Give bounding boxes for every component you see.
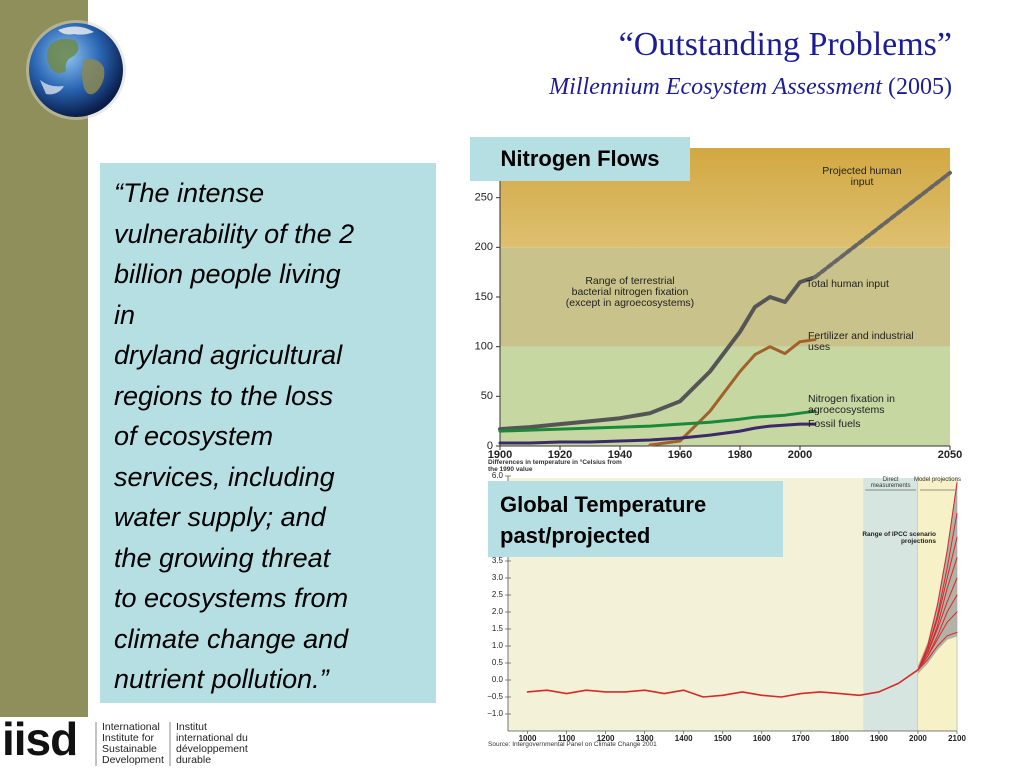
x-tick-label: 1500 xyxy=(714,734,732,743)
y-tick-label: 1.5 xyxy=(492,624,504,633)
projection-range xyxy=(917,478,957,674)
x-tick-label: 2000 xyxy=(909,734,927,743)
subtitle-source: Millennium Ecosystem Assessment xyxy=(549,74,883,100)
quote-line: services, including xyxy=(114,461,335,492)
x-tick-label: 1900 xyxy=(488,449,512,461)
logo-line: international du xyxy=(176,732,248,744)
logo-french: Institut international du développement dur… xyxy=(176,722,248,766)
y-axis-label: Differences in temperature in °Celsius f… xyxy=(488,459,622,473)
x-tick-label: 1900 xyxy=(870,734,888,743)
quote-line: the growing threat xyxy=(114,542,331,573)
series-line xyxy=(498,409,817,433)
band-label: Range of terrestrial bacterial nitrogen … xyxy=(565,275,695,309)
series-line xyxy=(813,170,952,280)
y-tick-label: 150 xyxy=(475,291,493,303)
period-label: Direct measurements xyxy=(870,477,911,489)
x-tick-label: 1940 xyxy=(608,449,632,461)
x-tick-label: 1960 xyxy=(668,449,692,461)
slide-subtitle: Millennium Ecosystem Assessment (2005) xyxy=(549,74,952,101)
logo-line: International xyxy=(102,721,160,733)
period-band xyxy=(863,478,918,731)
series-label: Nitrogen fixation in agroecosystems xyxy=(808,393,895,416)
logo-line: développement xyxy=(176,743,248,755)
quote-box: “The intense vulnerability of the 2 billio… xyxy=(100,163,436,703)
y-tick-label: 0.5 xyxy=(492,658,504,667)
y-tick-label: 0 xyxy=(487,440,493,452)
series-line xyxy=(498,275,817,432)
band xyxy=(500,247,950,347)
series-label: Projected human input xyxy=(822,165,902,188)
y-tick-label: 2.5 xyxy=(492,590,504,599)
series-line xyxy=(917,577,958,671)
slide-title: “Outstanding Problems” xyxy=(618,26,952,63)
quote-line: of ecosystem xyxy=(114,421,274,451)
y-tick-label: 6.0 xyxy=(492,471,504,480)
logo-mark: iisd xyxy=(2,713,78,765)
y-tick-label: 2.0 xyxy=(492,607,504,616)
y-tick-label: 3.5 xyxy=(492,556,504,565)
x-tick-label: 1980 xyxy=(728,449,752,461)
logo-dividers xyxy=(95,722,171,766)
x-tick-label: 2000 xyxy=(788,449,812,461)
chart-source: Source: Intergovernmental Panel on Clima… xyxy=(488,741,657,748)
y-tick-label: 0.0 xyxy=(492,675,504,684)
logo-line: Development xyxy=(102,754,164,766)
quote-line: nutrient pollution.” xyxy=(114,664,329,694)
logo-line: durable xyxy=(176,754,212,766)
y-tick-label: −1.0 xyxy=(487,709,503,718)
y-tick-label: 100 xyxy=(475,341,493,353)
x-tick-label: 1400 xyxy=(675,734,693,743)
quote-line: in xyxy=(114,299,136,330)
x-tick-label: 1600 xyxy=(753,734,771,743)
x-tick-label: 2050 xyxy=(938,449,962,461)
quote-line: vulnerability of the 2 xyxy=(114,218,355,249)
quote-line: regions to the loss xyxy=(114,380,334,411)
logo-english: International Institute for Sustainable Dev… xyxy=(102,722,164,766)
x-tick-label: 1000 xyxy=(519,734,537,743)
y-tick-label: 1.0 xyxy=(492,641,504,650)
x-tick-label: 1800 xyxy=(831,734,849,743)
quote-line: climate change and xyxy=(114,623,349,654)
series-line xyxy=(526,669,919,698)
series-line xyxy=(498,422,817,445)
y-tick-label: −0.5 xyxy=(487,692,503,701)
chart-title: Nitrogen Flows xyxy=(470,137,690,181)
x-tick-label: 1300 xyxy=(636,734,654,743)
logo-line: Institute for xyxy=(102,732,154,744)
y-tick-label: 3.0 xyxy=(492,573,504,582)
series-label: Fertilizer and industrial uses xyxy=(808,330,914,353)
series-label: Total human input xyxy=(806,278,889,290)
y-tick-label: 200 xyxy=(475,241,493,253)
quote-line: billion people living xyxy=(114,259,341,289)
series-line xyxy=(917,631,958,671)
series-line xyxy=(917,536,958,671)
logo-line: Sustainable xyxy=(102,743,157,755)
x-tick-label: 1920 xyxy=(548,449,572,461)
quote-line: to ecosystems from xyxy=(114,583,349,613)
y-tick-label: 50 xyxy=(481,390,493,402)
annotation: Range of IPCC scenario projections xyxy=(862,531,936,545)
quote-line: water supply; and xyxy=(114,502,326,532)
quote-line: “The intense xyxy=(114,178,265,208)
y-tick-label: 250 xyxy=(475,192,493,204)
subtitle-year: (2005) xyxy=(888,74,952,100)
chart-title: Global Temperature past/projected xyxy=(488,481,783,557)
series-line xyxy=(648,338,817,447)
series-line xyxy=(917,611,958,671)
series-label: Fossil fuels xyxy=(808,418,861,430)
x-tick-label: 1100 xyxy=(558,734,576,743)
logo-line: Institut xyxy=(176,721,207,733)
quote-line: dryland agricultural xyxy=(114,340,343,370)
x-tick-label: 1200 xyxy=(597,734,615,743)
x-tick-label: 1700 xyxy=(792,734,810,743)
globe xyxy=(26,20,126,120)
period-label: Model projections xyxy=(913,477,961,483)
series-line xyxy=(917,482,958,671)
x-tick-label: 2100 xyxy=(948,734,966,743)
